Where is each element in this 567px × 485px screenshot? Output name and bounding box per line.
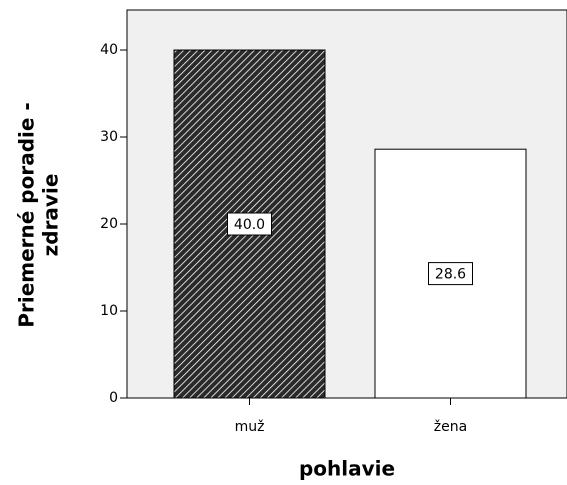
y-tick-label: 10: [100, 303, 118, 319]
x-axis-label: pohlavie: [299, 457, 395, 481]
value-label: 28.6: [435, 267, 466, 283]
y-tick-label: 0: [109, 390, 118, 406]
y-axis-label: Priemerné poradie -: [15, 102, 39, 327]
x-tick-label: muž: [235, 419, 265, 435]
y-tick-label: 40: [100, 42, 118, 58]
x-tick-label: žena: [434, 419, 467, 435]
value-label-box: [227, 212, 272, 236]
value-label-box: [428, 262, 473, 286]
y-tick-label: 30: [100, 129, 118, 145]
y-axis-label: zdravie: [39, 174, 63, 257]
y-tick-label: 20: [100, 216, 118, 232]
value-label: 40.0: [234, 217, 265, 233]
